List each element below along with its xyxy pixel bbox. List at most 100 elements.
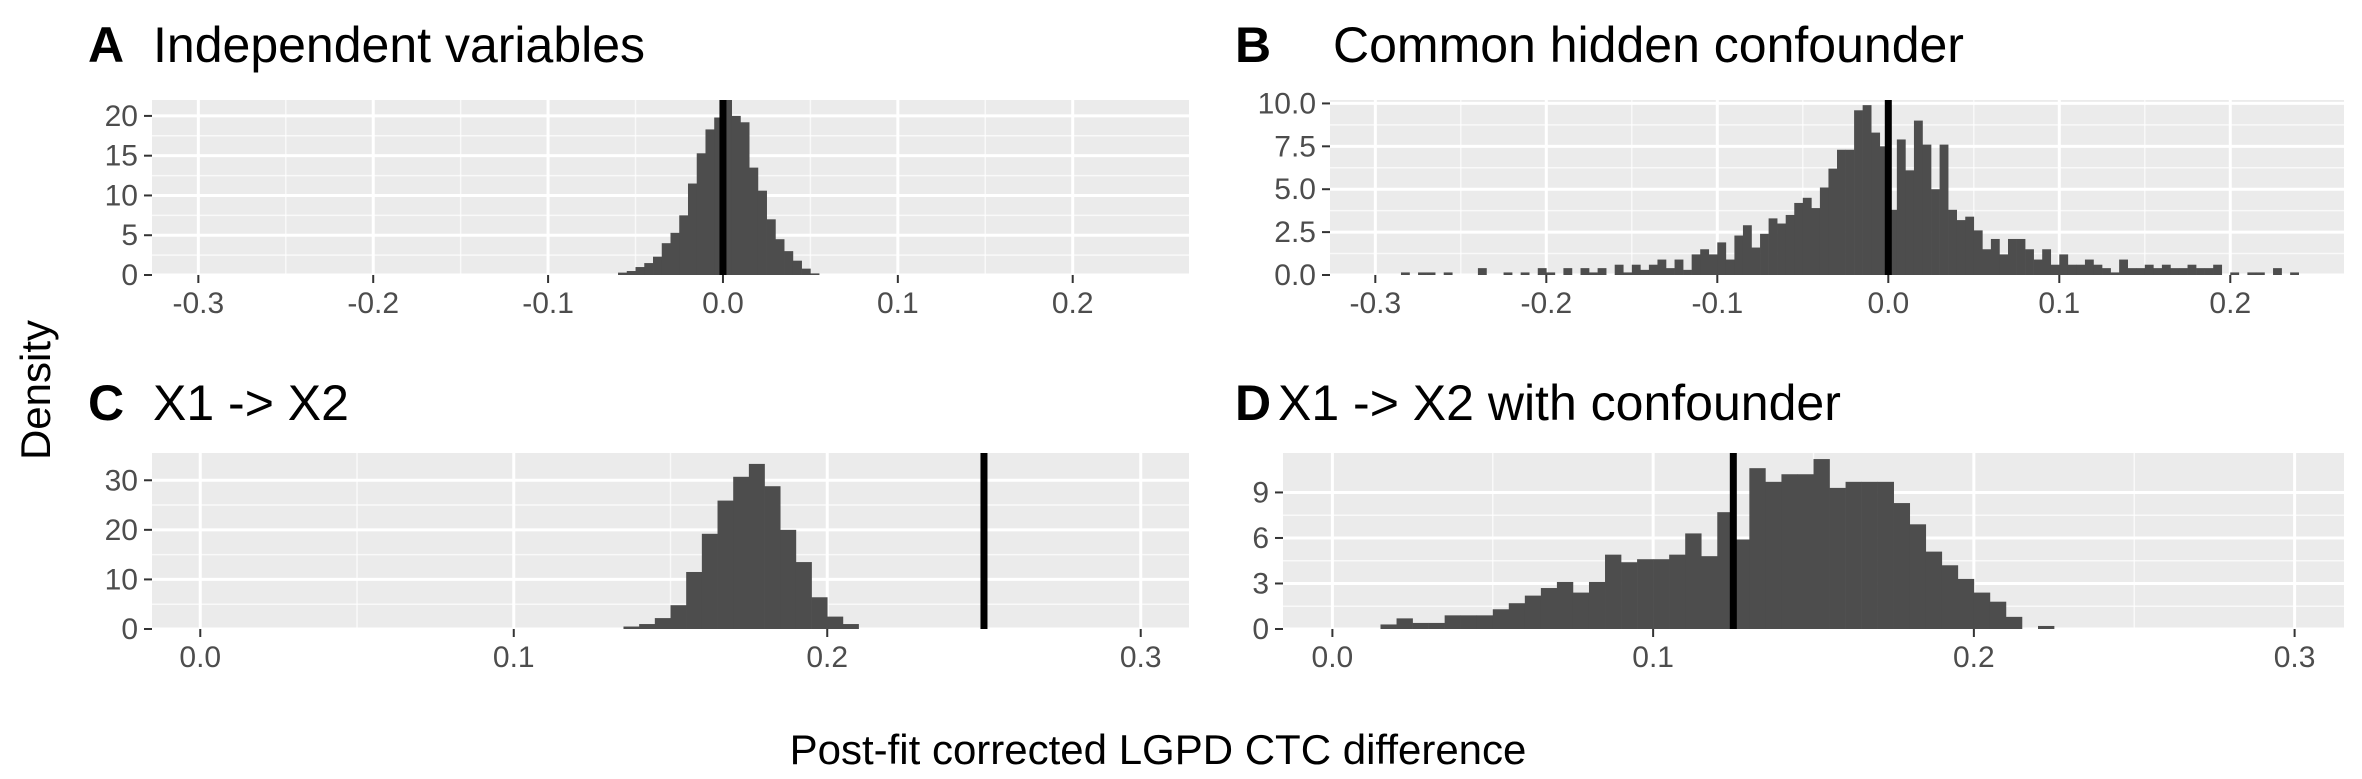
panel-d: D X1 -> X2 with confounder 0.0 0.1 0.2 0.30…: [1235, 375, 2344, 674]
panel-c-y-tick-label: 10: [105, 563, 138, 596]
panel-b-x-tick-label: -0.1: [1691, 287, 1743, 320]
panel-b-histogram-bar: [2084, 259, 2094, 275]
panel-a-histogram-bar: [687, 183, 698, 275]
panel-b-histogram-bar: [2136, 268, 2146, 275]
panel-d-histogram-bar: [1845, 481, 1862, 629]
panel-c-histogram-bar: [701, 533, 718, 629]
panel-a-histogram-bar: [810, 273, 820, 275]
panel-b-histogram-bar: [1631, 264, 1641, 275]
panel-a-y-tick-label: 5: [121, 219, 138, 252]
panel-a-histogram-bar: [784, 251, 794, 275]
panel-d-histogram-bar: [1588, 581, 1606, 629]
panel-b-histogram-bar: [2247, 272, 2257, 275]
panel-c-histogram-bar: [623, 626, 640, 629]
panel-b-y-tick-label: 0.0: [1274, 259, 1316, 292]
panel-b-histogram-bar: [2204, 268, 2214, 275]
panel-d-histogram-bar: [1444, 615, 1461, 629]
panel-d-histogram-bar: [1380, 624, 1397, 629]
panel-b-histogram-bar: [2007, 238, 2017, 275]
panel-d-y-tick-label: 0: [1252, 613, 1269, 646]
panel-b-histogram-bar: [1614, 264, 1624, 275]
panel-d-y-tick-label: 6: [1252, 522, 1269, 555]
panel-b-histogram-bar: [1956, 220, 1966, 275]
panel-b-histogram-bar: [1580, 268, 1590, 275]
panel-c-x-tick-label: 0.2: [806, 641, 848, 674]
panel-b-histogram-bar: [2230, 272, 2240, 275]
panel-b-histogram-bar: [1845, 149, 1855, 275]
panel-c-letter: C: [88, 375, 124, 431]
panel-a-x-tick-label: -0.2: [347, 287, 399, 320]
panel-c-histogram-bar: [764, 486, 781, 629]
panel-d-histogram-bar: [2005, 616, 2023, 629]
panel-b-histogram-bar: [2042, 249, 2052, 275]
panel-d-histogram-bar: [1524, 595, 1542, 629]
panel-a-x-tick-label: -0.1: [522, 287, 574, 320]
panel-b-histogram-bar: [2273, 268, 2282, 275]
panel-b-x-tick-label: 0.1: [2038, 287, 2080, 320]
panel-d-letter: D: [1235, 375, 1271, 431]
panel-d-histogram-bar: [1476, 615, 1494, 629]
panel-d-histogram-bar: [1572, 592, 1590, 629]
panel-b-histogram-bar: [1888, 209, 1898, 275]
panel-b-histogram-bar: [2110, 272, 2120, 275]
panel-a-histogram-bar: [801, 268, 811, 275]
panel-a-histogram-bar: [714, 117, 724, 275]
panel-b-histogram-bar: [1623, 272, 1633, 275]
panel-a-histogram-bar: [696, 153, 706, 275]
panel-d-histogram-bar: [1685, 533, 1702, 629]
panel-a-histogram-bar: [670, 232, 680, 275]
x-axis-title: Post-fit corrected LGPD CTC difference: [790, 726, 1527, 773]
panel-b-histogram-bar: [1700, 249, 1710, 275]
panel-c-histogram-bar: [811, 597, 828, 629]
panel-b-histogram-bar: [1426, 272, 1436, 275]
panel-a-histogram-bar: [679, 215, 689, 275]
panel-d-histogram-bar: [1781, 474, 1798, 629]
panel-b-histogram-bar: [1725, 259, 1735, 275]
panel-a-title: Independent variables: [153, 17, 645, 73]
panel-b-histogram-bar: [1589, 272, 1598, 275]
panel-b-histogram-bar: [1443, 272, 1453, 275]
panel-b-histogram-bar: [1640, 269, 1650, 275]
panel-d-histogram-bar: [1957, 578, 1975, 629]
panel-b-histogram-bar: [2016, 238, 2026, 275]
panel-a-histogram-bar: [653, 256, 663, 275]
panel-d-histogram-bar: [1637, 559, 1654, 629]
panel-d-histogram-bar: [1765, 481, 1782, 629]
panel-b-histogram-bar: [1742, 225, 1752, 275]
panel-d-histogram-bar: [1701, 556, 1718, 629]
panel-a-histogram-bar: [749, 167, 759, 275]
panel-b-histogram-bar: [1520, 272, 1530, 275]
panel-d-histogram-bar: [1733, 539, 1750, 629]
panel-c-histogram-bar: [827, 616, 844, 629]
panel-a-y-tick-label: 15: [105, 140, 138, 173]
panel-b-histogram-bar: [1418, 272, 1427, 275]
panel-b-histogram-bar: [1879, 146, 1889, 275]
panel-b-histogram-bar: [1965, 216, 1975, 275]
panel-b-histogram-bar: [1837, 149, 1846, 275]
panel-d-histogram-bar: [1396, 618, 1413, 629]
panel-b-histogram-bar: [1717, 242, 1727, 275]
panel-d-y-tick-label: 3: [1252, 567, 1269, 600]
panel-b-histogram-bar: [1931, 189, 1940, 275]
panel-a-y-tick-label: 10: [105, 179, 138, 212]
panel-b-histogram-bar: [2119, 259, 2128, 275]
panel-c-plot: 0.0 0.1 0.2 0.3 0 10 20 30: [105, 453, 1189, 674]
panel-a-histogram-bar: [775, 239, 785, 275]
panel-a-histogram-bar: [626, 271, 636, 275]
panel-a-histogram-bar: [618, 272, 628, 275]
panel-a-letter: A: [88, 17, 124, 73]
panel-b-histogram-bar: [1973, 230, 1983, 275]
panel-c-y-tick-label: 30: [105, 464, 138, 497]
panel-b-histogram-bar: [1751, 247, 1761, 275]
panel-b-x-tick-label: -0.3: [1349, 287, 1401, 320]
panel-b-histogram-bar: [1537, 268, 1547, 275]
panel-a-x-tick-label: -0.3: [172, 287, 224, 320]
panel-d-histogram-bar: [1813, 459, 1830, 629]
panel-d-histogram-bar: [1717, 512, 1734, 629]
panel-a-x-tick-label: 0.0: [702, 287, 744, 320]
panel-b-y-tick-label: 10.0: [1258, 87, 1316, 120]
panel-c-histogram-bar: [639, 624, 656, 629]
panel-c-y-tick-label: 20: [105, 514, 138, 547]
panel-d-title: X1 -> X2 with confounder: [1278, 375, 1841, 431]
